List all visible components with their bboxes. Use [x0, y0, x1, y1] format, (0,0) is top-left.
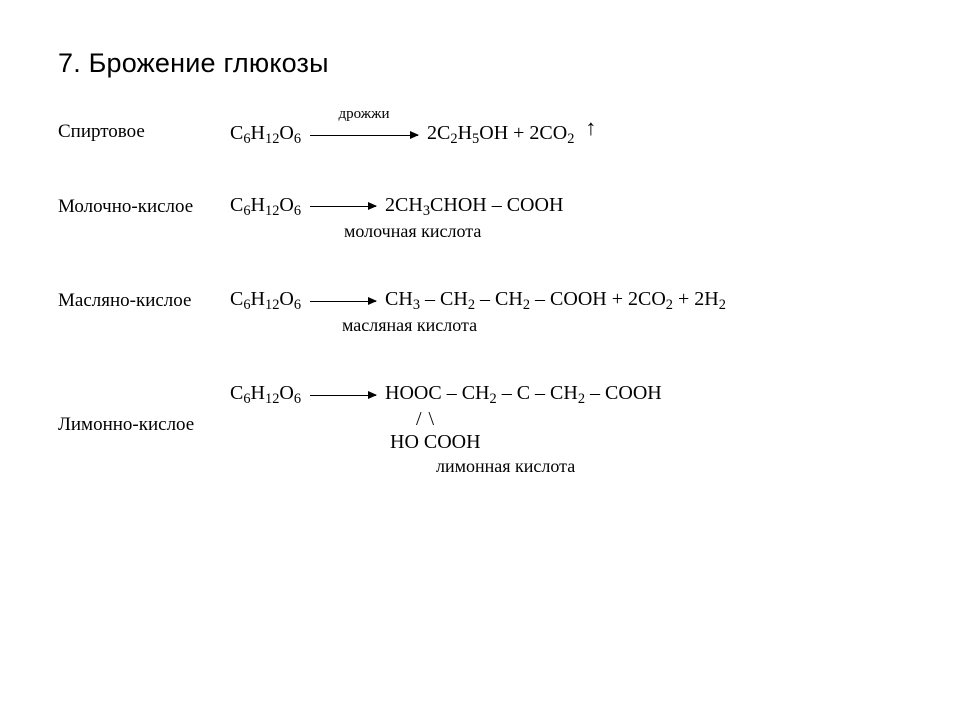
- equation-line: C6H12O6 HOOC – CH2 – C – CH2 – COOH: [230, 382, 662, 408]
- citric-bond-line: / \: [230, 408, 662, 431]
- reaction-eq-butyric: C6H12O6 CH3 – CH2 – CH2 – COOH + 2CO2 + …: [230, 288, 726, 336]
- page: 7. Брожение глюкозы Спиртовое C6H12O6 др…: [0, 0, 960, 476]
- equation-line: C6H12O6 CH3 – CH2 – CH2 – COOH + 2CO2 + …: [230, 288, 726, 314]
- arrow-icon: [310, 206, 376, 207]
- citric-substituents: HO COOH: [230, 431, 662, 454]
- equation-line: C6H12O6 дрожжи 2C2H5OH + 2CO2 ↑: [230, 119, 596, 148]
- reaction-citric: Лимонно-кислое C6H12O6 HOOC – CH2 – C – …: [58, 382, 902, 476]
- reagent-formula: C6H12O6: [230, 382, 301, 404]
- reaction-butyric: Масляно-кислое C6H12O6 CH3 – CH2 – CH2 –…: [58, 288, 902, 336]
- reaction-arrow: дрожжи: [310, 123, 418, 146]
- reaction-label-citric: Лимонно-кислое: [58, 382, 230, 436]
- product-caption: молочная кислота: [230, 221, 563, 242]
- reaction-arrow: [310, 383, 376, 406]
- reagent-formula: C6H12O6: [230, 194, 301, 216]
- arrow-icon: [310, 395, 376, 396]
- reagent-formula: C6H12O6: [230, 122, 301, 144]
- reaction-eq-citric: C6H12O6 HOOC – CH2 – C – CH2 – COOH / \ …: [230, 382, 662, 476]
- arrow-label-yeast: дрожжи: [310, 106, 418, 123]
- equation-line: C6H12O6 2CH3CHOH – COOH: [230, 194, 563, 220]
- reagent-formula: C6H12O6: [230, 288, 301, 310]
- product-formula: HOOC – CH2 – C – CH2 – COOH: [385, 382, 662, 404]
- product-caption: масляная кислота: [230, 315, 726, 336]
- product-caption: лимонная кислота: [230, 456, 662, 477]
- reaction-lactic: Молочно-кислое C6H12O6 2CH3CHOH – COOH м…: [58, 194, 902, 242]
- arrow-icon: [310, 301, 376, 302]
- product-formula: 2C2H5OH + 2CO2: [427, 122, 574, 144]
- reaction-label-alcoholic: Спиртовое: [58, 119, 230, 143]
- product-formula: 2CH3CHOH – COOH: [385, 194, 563, 216]
- reaction-label-lactic: Молочно-кислое: [58, 194, 230, 218]
- reactions-block: Спиртовое C6H12O6 дрожжи 2C2H5OH + 2CO2 …: [58, 119, 902, 476]
- reaction-arrow: [310, 195, 376, 218]
- reaction-label-butyric: Масляно-кислое: [58, 288, 230, 312]
- product-formula: CH3 – CH2 – CH2 – COOH + 2CO2 + 2H2: [385, 288, 726, 310]
- arrow-icon: [310, 135, 418, 136]
- reaction-alcoholic: Спиртовое C6H12O6 дрожжи 2C2H5OH + 2CO2 …: [58, 119, 902, 148]
- page-title: 7. Брожение глюкозы: [58, 48, 902, 79]
- gas-arrow-icon: ↑: [585, 115, 596, 140]
- reaction-eq-alcoholic: C6H12O6 дрожжи 2C2H5OH + 2CO2 ↑: [230, 119, 596, 148]
- reaction-eq-lactic: C6H12O6 2CH3CHOH – COOH молочная кислота: [230, 194, 563, 242]
- reaction-arrow: [310, 289, 376, 312]
